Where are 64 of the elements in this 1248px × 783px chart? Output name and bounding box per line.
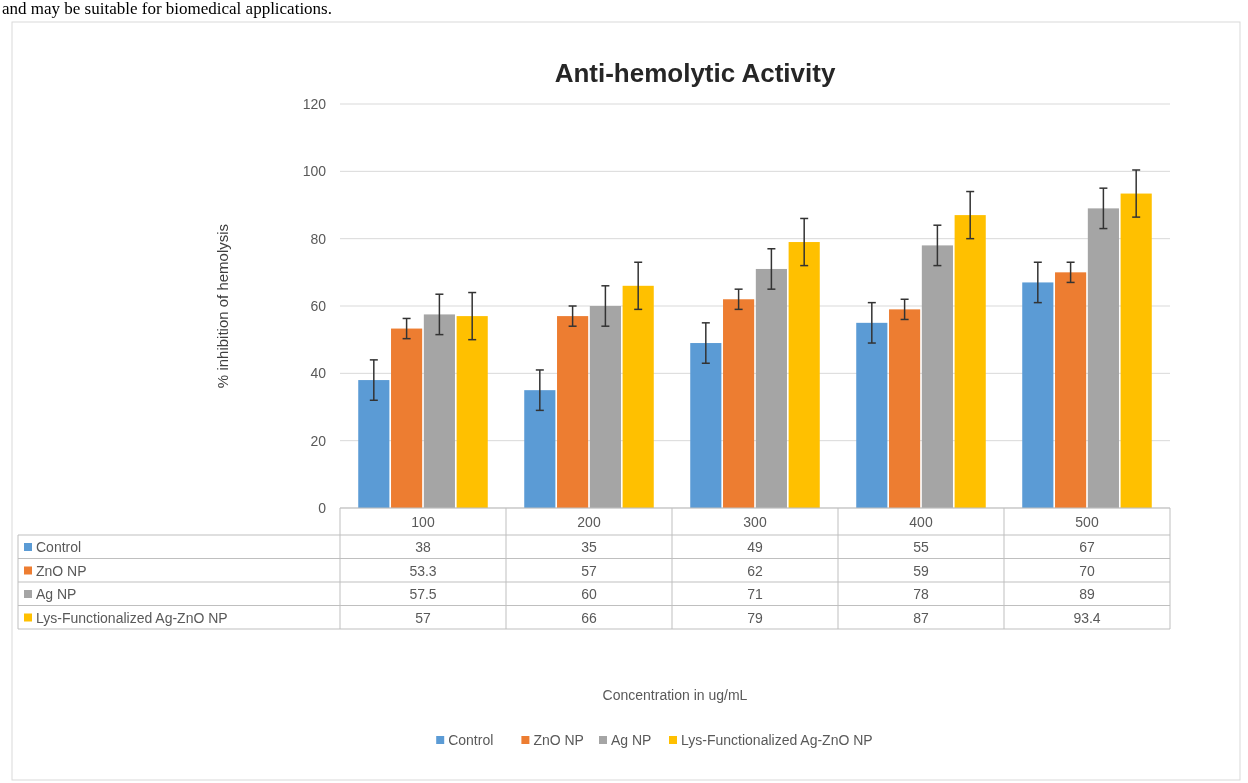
data-label: 57.5 [409,586,437,602]
text: Control [36,539,82,555]
y-tick-label: 80 [310,230,327,247]
bar [589,306,621,508]
text: ZnO NP [36,562,87,579]
bar [1120,193,1152,508]
y-tick-label: 20 [310,432,327,449]
bar [954,215,986,508]
bar [1022,282,1054,508]
data-label: 49 [747,539,763,555]
chart-title: Anti-hemolytic Activity [554,58,836,88]
text: and may be suitable for biomedical applications. [2,0,332,18]
data-label: 60 [581,586,597,602]
legend-label: ZnO NP [533,732,584,748]
bar [788,242,820,508]
legend-label: Ag NP [611,732,652,748]
y-tick-label: 40 [310,365,327,382]
bar [856,322,888,508]
text: Concentration in ug/mL [602,687,748,703]
bar [358,380,390,508]
data-label: 93.4 [1073,609,1101,626]
data-label: 67 [1079,539,1095,555]
data-label: 70 [1079,562,1095,579]
bar [889,309,921,508]
legend-label: Control [448,732,494,748]
bar [690,343,722,508]
data-label: 35 [581,539,597,555]
y-tick-label: 100 [302,163,327,180]
bar [1055,272,1087,508]
y-axis-title: % inhibition of hemolysis [214,223,231,389]
bar [1087,208,1119,508]
x-tick-label: 400 [909,514,933,530]
text: Ag NP [36,586,77,602]
bar [456,316,488,508]
data-label: 57 [415,609,431,626]
bar [423,314,455,508]
data-label: 59 [913,562,929,579]
legend-label: Lys-Functionalized Ag-ZnO NP [681,732,873,748]
data-label: 79 [747,609,763,626]
y-tick-label: 0 [318,500,327,516]
data-label: 38 [415,539,431,555]
bar [524,390,556,508]
bar [622,285,654,508]
y-tick-label: 60 [310,298,327,314]
bar [723,299,755,508]
data-label: 53.3 [409,562,437,579]
y-tick-label: 120 [302,96,327,112]
x-tick-label: 300 [743,514,767,530]
data-label: 87 [913,609,929,626]
data-label: 55 [913,539,929,555]
text: Lys-Functionalized Ag-ZnO NP [36,609,228,626]
data-label: 62 [747,562,763,579]
data-label: 57 [581,562,597,579]
data-label: 89 [1079,586,1095,602]
bar [391,328,423,508]
bar [921,245,953,508]
x-tick-label: 500 [1075,514,1099,530]
x-tick-label: 200 [577,514,601,530]
data-label: 71 [747,586,763,602]
data-label: 66 [581,609,597,626]
data-label: 78 [913,586,929,602]
x-tick-label: 100 [411,514,435,530]
bar [557,316,589,508]
bar [755,268,787,508]
